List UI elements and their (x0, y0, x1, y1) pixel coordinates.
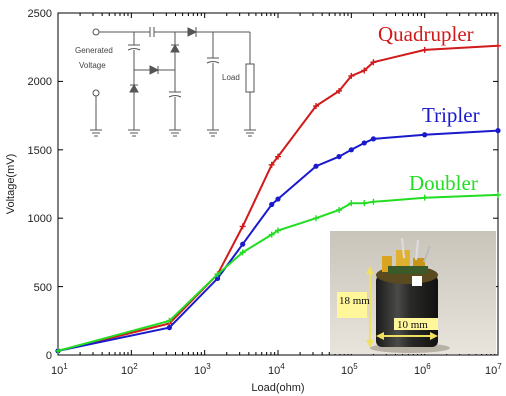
data-point-doubler (55, 347, 61, 354)
y-axis-ticks: 0 500 1000 1500 2000 2500 (28, 8, 52, 362)
series-label-quadrupler: Quadrupler (378, 22, 474, 46)
photo-width-label: 10 mm (397, 319, 428, 331)
data-point-tripler (313, 163, 319, 169)
data-point-tripler (275, 196, 281, 202)
data-point-doubler (336, 206, 343, 213)
x-tick-label: 107 (485, 362, 502, 377)
data-point-quadrupler (361, 67, 368, 74)
data-point-doubler (214, 271, 221, 278)
y-tick-label: 0 (46, 350, 52, 362)
x-tick-label: 101 (51, 362, 68, 377)
data-point-doubler (275, 227, 281, 234)
circuit-source-label-2: Voltage (79, 61, 106, 70)
circuit-schematic (90, 27, 256, 137)
series-label-tripler: Tripler (422, 103, 480, 127)
circuit-load-label: Load (222, 73, 240, 82)
device-photo (330, 231, 496, 354)
data-point-tripler (348, 147, 354, 153)
x-axis-label: Load(ohm) (251, 382, 304, 394)
data-point-quadrupler (275, 153, 281, 160)
data-point-quadrupler (268, 161, 275, 168)
photo-height-label: 18 mm (339, 295, 370, 307)
x-tick-label: 106 (414, 362, 431, 377)
data-point-doubler (421, 194, 428, 201)
data-point-doubler (268, 231, 275, 238)
x-tick-label: 102 (121, 362, 138, 377)
data-point-quadrupler (348, 72, 355, 79)
data-point-tripler (214, 275, 221, 281)
data-point-doubler (166, 317, 173, 324)
data-point-quadrupler (336, 87, 343, 94)
data-point-quadrupler (421, 46, 428, 53)
data-point-tripler (370, 136, 377, 142)
data-point-quadrupler (313, 103, 320, 110)
data-point-tripler (495, 128, 501, 134)
y-axis-label: Voltage(mV) (5, 154, 17, 215)
data-point-quadrupler (239, 223, 246, 230)
data-point-doubler (495, 191, 501, 198)
data-point-tripler (166, 325, 172, 331)
x-tick-label: 105 (341, 362, 358, 377)
circuit-source-label: Generated (75, 46, 113, 55)
y-tick-label: 1500 (28, 145, 52, 157)
y-tick-label: 2000 (28, 76, 52, 88)
data-point-tripler (240, 241, 246, 247)
y-tick-label: 2500 (28, 8, 52, 20)
data-point-tripler (422, 132, 428, 138)
data-point-tripler (361, 140, 367, 146)
x-tick-label: 104 (268, 362, 285, 377)
series-label-doubler: Doubler (409, 171, 478, 195)
x-tick-label: 103 (194, 362, 211, 377)
data-point-doubler (239, 249, 246, 256)
x-axis-ticks: 101 102 103 104 105 106 107 (51, 362, 502, 377)
data-point-doubler (370, 198, 377, 205)
series-layer (55, 42, 501, 354)
data-point-doubler (313, 215, 320, 222)
y-tick-label: 1000 (28, 213, 52, 225)
data-point-doubler (361, 200, 368, 207)
y-tick-label: 500 (34, 282, 52, 294)
data-point-tripler (269, 201, 275, 208)
data-point-quadrupler (495, 42, 501, 49)
data-point-quadrupler (370, 59, 377, 66)
data-point-doubler (348, 200, 355, 207)
data-point-tripler (336, 154, 342, 160)
